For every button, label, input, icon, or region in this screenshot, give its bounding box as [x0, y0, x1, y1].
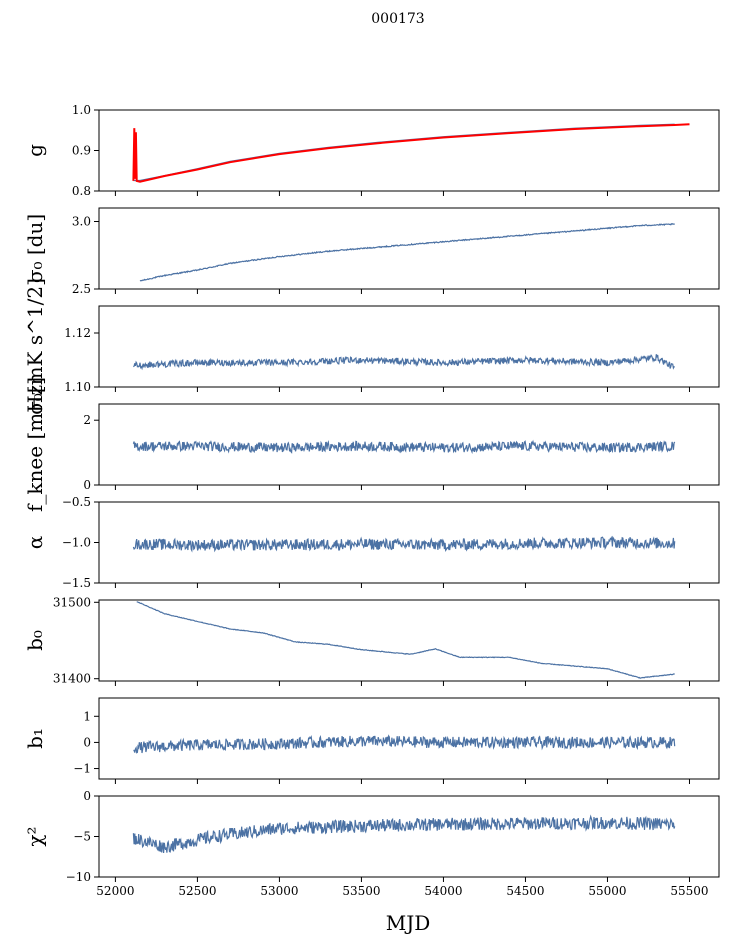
panel-frame-fknee	[98, 403, 720, 486]
series-g-blue	[133, 123, 675, 182]
panel-g: 0.8 0.9 1.0 g	[23, 103, 720, 198]
y-axis-label-sigma0-mk: σ₀[mK s^1/2]	[23, 278, 47, 415]
y-tick-label: −10	[66, 870, 91, 884]
panel-frame-sigma0-mk	[98, 305, 720, 388]
y-axis-label-chi2: χ²	[23, 826, 47, 846]
y-tick-label: 0	[83, 478, 91, 492]
y-tick-label: 0	[83, 789, 91, 803]
y-tick-label: 1.12	[64, 326, 91, 340]
x-tick-label: 55500	[670, 884, 708, 898]
series-g-red	[132, 123, 690, 183]
panels-group: 0.8 0.9 1.0 g 2.5 3.0 σ₀ [du] 1.10 1.12 σ₀[mK s^1…	[23, 103, 720, 898]
y-axis-label-fknee: f_knee [mHz]	[23, 377, 47, 512]
panel-frame-sigma0-du	[98, 207, 720, 290]
panel-alpha: −1.5 −1.0 −0.5 α	[23, 495, 720, 590]
y-tick-label: −1.0	[62, 536, 91, 550]
y-axis-label-g: g	[23, 144, 47, 157]
panel-chi2: 52000 52500 53000 53500 54000 54500 55000 55500…	[23, 789, 720, 898]
panel-frame-b1	[98, 697, 720, 780]
series-b0	[136, 601, 675, 679]
y-tick-label: 31500	[53, 595, 91, 609]
y-tick-label: 0.8	[72, 184, 91, 198]
x-tick-label: 54000	[424, 884, 462, 898]
y-tick-label: −0.5	[62, 495, 91, 509]
y-tick-label: 1	[83, 709, 91, 723]
panel-sigma0-du: 2.5 3.0 σ₀ [du]	[23, 207, 720, 296]
x-tick-label: 53500	[342, 884, 380, 898]
panel-fknee: 0 2 f_knee [mHz]	[23, 377, 720, 512]
panel-frame-g	[98, 109, 720, 192]
panel-frame-b0	[98, 599, 720, 682]
y-tick-label: 2.5	[72, 282, 91, 296]
x-axis-label: MJD	[386, 911, 431, 935]
y-tick-label: 0	[83, 735, 91, 749]
series-alpha	[132, 535, 676, 553]
series-sigma0-du	[139, 222, 675, 282]
y-axis-label-b0: b₀	[23, 630, 47, 651]
panel-b1: −1 0 1 b₁	[23, 697, 720, 784]
y-axis-label-sigma0-du: σ₀ [du]	[23, 214, 47, 283]
y-tick-label: −1.5	[62, 576, 91, 590]
y-tick-label: −5	[73, 830, 91, 844]
y-tick-label: 3.0	[72, 215, 91, 229]
x-tick-label: 54500	[506, 884, 544, 898]
series-chi2	[132, 814, 676, 854]
y-tick-label: 2	[83, 413, 91, 427]
x-tick-label: 55000	[588, 884, 626, 898]
y-tick-label: 0.9	[72, 144, 91, 158]
x-tick-label: 53000	[260, 884, 298, 898]
y-tick-label: −1	[73, 762, 91, 776]
y-axis-label-alpha: α	[23, 536, 47, 550]
y-tick-label: 1.10	[64, 380, 91, 394]
x-tick-label: 52000	[96, 884, 134, 898]
y-axis-label-b1: b₁	[23, 728, 47, 749]
series-sigma0-mk	[133, 354, 675, 371]
panel-frame-chi2	[98, 795, 720, 878]
y-tick-label: 1.0	[72, 103, 91, 117]
series-fknee	[132, 439, 676, 455]
figure-title: 000173	[371, 11, 424, 27]
panel-sigma0-mk: 1.10 1.12 σ₀[mK s^1/2]	[23, 278, 720, 415]
x-tick-label: 52500	[178, 884, 216, 898]
panel-b0: 31400 31500 b₀	[23, 595, 720, 686]
y-tick-label: 31400	[53, 672, 91, 686]
series-b1	[133, 734, 676, 754]
